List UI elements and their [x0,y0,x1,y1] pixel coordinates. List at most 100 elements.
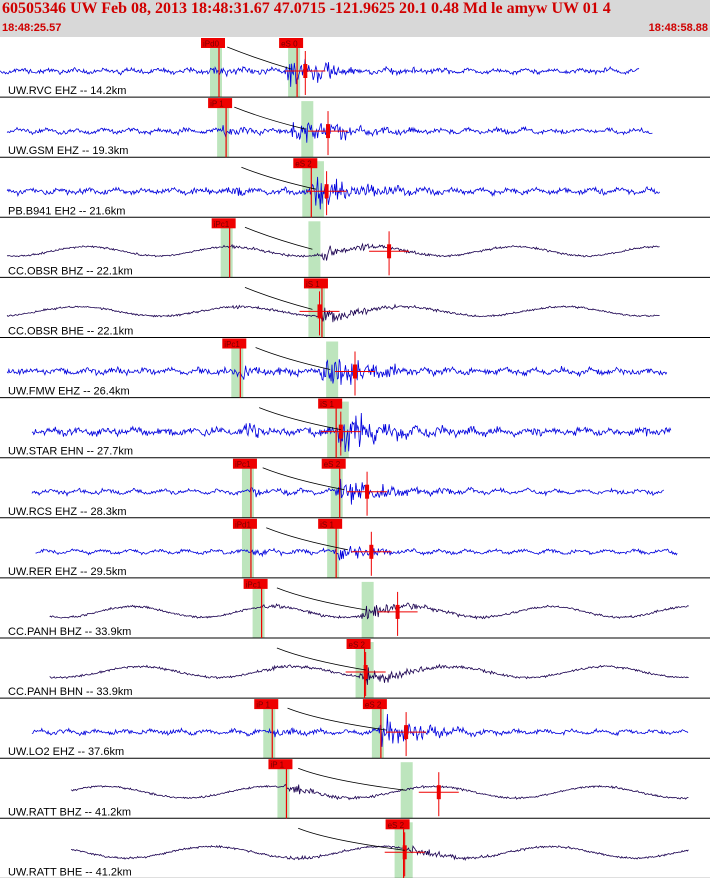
trace-4-pick-label-1: iPc1 [214,220,230,229]
trace-3-pick-label-1: eS 2 [295,160,312,169]
trace-11-travel-time-curve [276,647,366,671]
trace-7[interactable]: iS 1 UW.STAR EHN -- 27.7km [0,398,710,459]
trace-5-label: CC.OBSR BHE -- 22.1km [8,326,133,338]
trace-5-travel-time-curve [244,287,313,310]
trace-12-pick-label-2: eS 2 [365,701,382,710]
trace-1-travel-time-curve [227,46,292,70]
trace-10-pick-window-1 [252,581,265,638]
trace-1-waveform [0,58,640,87]
trace-3-travel-time-curve [241,166,317,190]
trace-7-travel-time-curve [259,407,341,430]
trace-8-label: UW.RCS EHZ -- 28.3km [8,506,127,518]
trace-8-waveform [31,478,664,505]
trace-9-label: UW.RER EHZ -- 29.5km [8,566,127,578]
trace-14-amplitude-marker [384,832,425,877]
trace-11[interactable]: eS 2 CC.PANH BHN -- 33.9km [0,639,710,699]
trace-10-pick-1[interactable]: iPc1 [243,578,268,638]
trace-6[interactable]: iPc1 UW.FMW EHZ -- 26.4km [0,338,710,399]
trace-8-pick-label-2: eS 2 [324,460,341,469]
trace-12-pick-2[interactable]: eS 2 [362,699,387,759]
trace-8-pick-label-1: iPc1 [235,460,251,469]
trace-2-label: UW.GSM EHZ -- 19.3km [8,145,128,157]
trace-5[interactable]: iS 1 CC.OBSR BHE -- 22.1km [0,278,710,338]
trace-6-travel-time-curve [255,347,331,370]
trace-10-amplitude-marker [377,591,418,636]
trace-10-pick-label-1: iPc1 [246,580,262,589]
trace-7-amplitude-marker [320,411,361,456]
trace-14-waveform [71,844,689,861]
trace-7-waveform [31,412,672,453]
trace-13-pick-window-1 [277,762,290,819]
trace-9-pick-label-2: iS 1 [320,520,334,529]
trace-8-amplitude-marker [347,471,388,516]
trace-3-waveform [6,176,660,210]
trace-6-label: UW.FMW EHZ -- 26.4km [8,386,130,398]
trace-1-pick-2[interactable]: eS 0 [279,38,304,98]
trace-3-pick-1[interactable]: eS 2 [293,158,318,218]
trace-8-pick-2[interactable]: eS 2 [321,458,346,518]
trace-2-pick-1[interactable]: iP 1 [208,98,233,158]
trace-4[interactable]: iPc1 CC.OBSR BHZ -- 22.1km [0,218,710,278]
trace-12-pick-1[interactable]: iP 1 [254,699,279,759]
trace-1-pick-1[interactable]: iPd0 [201,38,225,98]
trace-2[interactable]: iP 1 UW.GSM EHZ -- 19.3km [0,98,710,158]
trace-5-pick-1[interactable]: iS 1 [303,278,328,338]
trace-4-pick-1[interactable]: iPc1 [211,218,236,278]
trace-11-pick-label-1: eS 2 [349,641,366,650]
trace-14-travel-time-curve [298,827,405,851]
trace-10[interactable]: iPc1 CC.PANH BHZ -- 33.9km [0,578,710,639]
start-time-label: 18:48:25.57 [2,22,62,34]
trace-6-pick-label-1: iPc1 [224,340,240,349]
trace-13-pick-1[interactable]: iP 1 [268,759,293,819]
trace-12-travel-time-curve [287,707,388,731]
trace-11-waveform [49,663,689,685]
end-time-label: 18:48:58.88 [648,22,708,34]
trace-3-amplitude-marker [306,171,347,216]
trace-11-label: CC.PANH BHN -- 33.9km [8,686,132,698]
trace-1[interactable]: iPd0 eS 0 UW.RVC EHZ -- 14.2km [0,38,710,98]
trace-8-pick-1[interactable]: iPc1 [232,458,257,518]
trace-4-pick-window-1 [220,221,233,278]
trace-4-amplitude-marker [369,231,410,276]
trace-8[interactable]: iPc1 eS 2 UW.RCS EHZ -- 28.3km [0,458,710,519]
trace-13-travel-time-curve [298,767,405,791]
trace-10-waveform [49,602,689,620]
trace-13-pick-label-1: iP 1 [270,761,284,770]
trace-9-pick-1[interactable]: iPd1 [232,518,257,578]
travel-time-curves [227,46,405,851]
trace-12[interactable]: iP 1 eS 2 UW.LO2 EHZ -- 37.6km [0,699,710,759]
trace-11-amplitude-marker [345,652,386,696]
trace-4-label: CC.OBSR BHZ -- 22.1km [8,265,133,277]
trace-2-travel-time-curve [234,106,306,130]
trace-6-pick-1[interactable]: iPc1 [222,338,247,398]
trace-5-amplitude-marker [299,291,340,336]
trace-9-waveform [35,545,678,561]
trace-8-travel-time-curve [262,467,345,491]
trace-9-pick-label-1: iPd1 [235,520,252,529]
trace-13[interactable]: iP 1 UW.RATT BHZ -- 41.2km [0,759,710,819]
trace-1-pick-label-1: iPd0 [203,40,220,49]
trace-10-s-window [361,581,374,638]
trace-9-pick-2[interactable]: iS 1 [318,518,343,578]
trace-1-pick-label-2: eS 0 [281,40,298,49]
event-header: 60505346 UW Feb 08, 2013 18:48:31.67 47.… [0,0,710,37]
trace-12-amplitude-marker [386,712,427,757]
trace-3[interactable]: eS 2 PB.B941 EH2 -- 21.6km [0,158,710,218]
seismogram-panel[interactable]: iPd0 eS 0 UW.RVC EHZ -- 14.2km iP 1 UW.GSM E… [0,37,710,878]
trace-13-waveform [70,783,689,801]
trace-5-pick-label-1: iS 1 [306,280,320,289]
event-title: 60505346 UW Feb 08, 2013 18:48:31.67 47.… [2,0,611,17]
trace-9-travel-time-curve [266,527,348,551]
trace-7-label: UW.STAR EHN -- 27.7km [8,446,133,458]
trace-12-waveform [31,713,689,747]
trace-12-label: UW.LO2 EHZ -- 37.6km [8,746,124,758]
trace-5-s-window [308,281,321,338]
trace-4-s-window [308,221,321,278]
trace-13-label: UW.RATT BHZ -- 41.2km [8,806,131,818]
trace-rows: iPd0 eS 0 UW.RVC EHZ -- 14.2km iP 1 UW.GSM E… [0,38,710,878]
trace-3-label: PB.B941 EH2 -- 21.6km [8,205,125,217]
trace-7-pick-1[interactable]: iS 1 [318,398,343,458]
trace-4-waveform [6,242,660,261]
trace-14[interactable]: eS 2 UW.RATT BHE -- 41.2km [0,819,710,878]
trace-9[interactable]: iPd1 iS 1 UW.RER EHZ -- 29.5km [0,518,710,579]
